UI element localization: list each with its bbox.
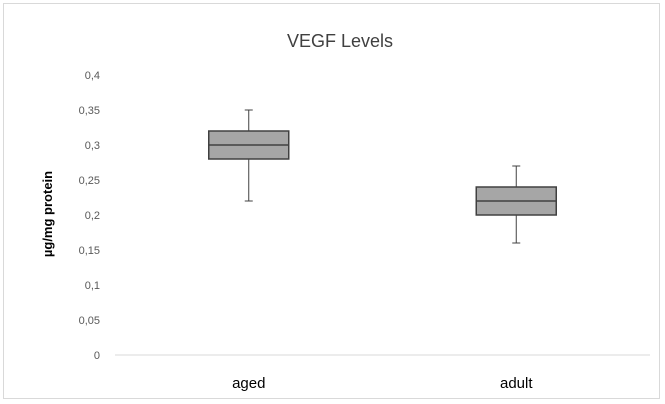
y-tick-label: 0,2 [85, 210, 100, 222]
x-tick-labels: aged adult [232, 375, 533, 392]
y-tick-label: 0 [94, 350, 100, 362]
y-tick-label: 0,1 [85, 280, 100, 292]
y-axis-label: µg/mg protein [40, 171, 55, 257]
box-series [208, 109, 557, 244]
y-tick-labels: 0 0,05 0,1 0,15 0,2 0,25 0,3 0,35 0,4 [79, 70, 100, 362]
box-adult [475, 165, 557, 244]
y-tick-label: 0,3 [85, 140, 100, 152]
x-tick-label: aged [232, 375, 265, 392]
y-tick-label: 0,05 [79, 315, 100, 327]
x-tick-label: adult [500, 375, 533, 392]
chart-title: VEGF Levels [287, 31, 393, 51]
box-aged [208, 109, 290, 202]
y-tick-label: 0,35 [79, 105, 100, 117]
y-tick-label: 0,25 [79, 175, 100, 187]
y-tick-label: 0,15 [79, 245, 100, 257]
y-tick-label: 0,4 [85, 70, 100, 82]
